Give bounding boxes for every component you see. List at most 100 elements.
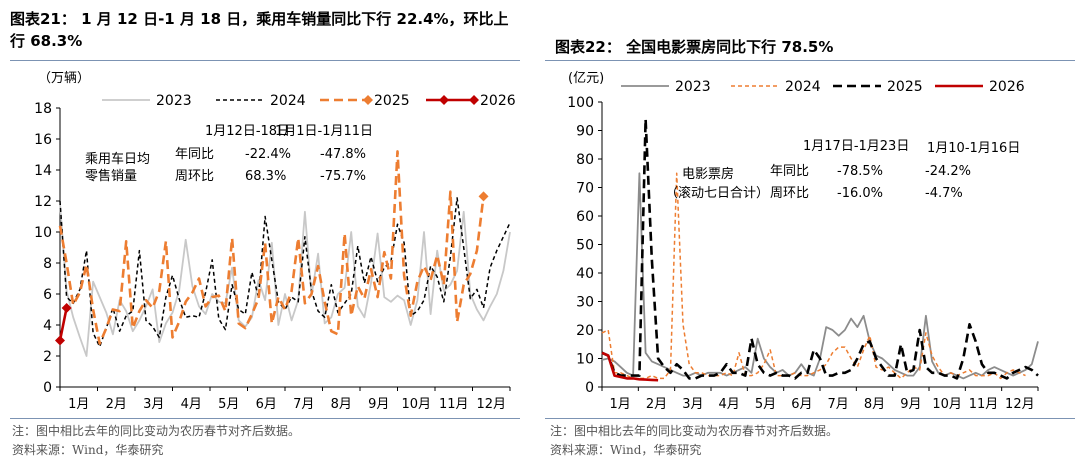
series-marker-2025 (478, 191, 489, 202)
series-line-2023 (59, 204, 511, 357)
y-tick-label: 12 (34, 194, 52, 210)
y-tick-label: 2 (43, 349, 52, 365)
x-tick-label: 11月 (439, 397, 469, 412)
annotation-text: 68.3% (245, 169, 286, 184)
series-marker-2026 (55, 335, 65, 346)
y-tick-label: 6 (43, 287, 52, 303)
annotation-text: -47.8% (320, 147, 366, 162)
x-tick-label: 7月 (293, 397, 314, 412)
y-tick-label: 50 (576, 238, 594, 254)
x-tick-label: 3月 (143, 397, 164, 412)
x-tick-label: 6月 (791, 397, 812, 412)
annotation-text: 1月10-1月16日 (927, 141, 1020, 156)
series-line-2024 (601, 172, 1026, 380)
x-tick-label: 11月 (969, 397, 999, 412)
left-chart-title: 图表21： 1 月 12 日-1 月 18 日，乘用车销量同比下行 22.4%，… (10, 10, 509, 50)
annotation-text: -22.4% (245, 147, 291, 162)
x-tick-label: 3月 (682, 397, 703, 412)
y-tick-label: 100 (567, 95, 594, 111)
annotation-text: 年同比 (770, 164, 809, 179)
annotation-text: -24.2% (925, 164, 971, 179)
title-rule (10, 60, 520, 61)
x-tick-label: 5月 (218, 397, 239, 412)
x-tick-label: 2月 (106, 397, 127, 412)
annotation-text: 电影票房 (682, 166, 734, 182)
footer-rule (545, 418, 1075, 419)
legend-marker-2026 (439, 95, 449, 105)
x-tick-label: 10月 (932, 397, 962, 412)
y-tick-label: 18 (34, 101, 52, 117)
legend-marker-2025 (363, 95, 373, 105)
y-tick-label: 0 (43, 380, 52, 396)
x-tick-label: 4月 (719, 397, 740, 412)
annotation-text: -4.7% (925, 186, 963, 201)
left-chart-panel: 图表21： 1 月 12 日-1 月 18 日，乘用车销量同比下行 22.4%，… (0, 0, 530, 461)
annotation-text: （滚动七日合计） (665, 185, 769, 201)
x-tick-label: 8月 (331, 397, 352, 412)
legend-label-2024: 2024 (785, 79, 821, 95)
y-tick-label: 30 (576, 295, 594, 311)
x-tick-label: 9月 (368, 397, 389, 412)
legend-label-2023: 2023 (156, 93, 192, 109)
legend-label-2026: 2026 (480, 93, 516, 109)
y-tick-label: 14 (34, 163, 52, 179)
annotation-text: 1月12日-18日 (205, 124, 290, 139)
x-tick-label: 9月 (900, 397, 921, 412)
footer-rule (10, 418, 520, 419)
y-tick-label: 80 (576, 152, 594, 168)
x-tick-label: 1月 (68, 397, 89, 412)
source-note: 资料来源：Wind，华泰研究 (550, 443, 702, 457)
y-tick-label: 0 (585, 380, 594, 396)
x-tick-label: 12月 (1005, 397, 1035, 412)
series-line-2025 (58, 150, 485, 345)
legend-label-2026: 2026 (989, 79, 1025, 95)
x-tick-label: 5月 (755, 397, 776, 412)
legend-label-2023: 2023 (675, 79, 711, 95)
series-line-2026 (58, 307, 68, 341)
y-tick-label: 90 (576, 124, 594, 140)
annotation-text: 1月17日-1月23日 (803, 139, 909, 154)
y-axis-label: (亿元) (568, 71, 604, 86)
annotation-text: 年同比 (175, 147, 214, 162)
x-tick-label: 10月 (401, 397, 431, 412)
series-marker-2026 (61, 302, 72, 313)
legend-marker-2026 (469, 95, 479, 105)
footnote: 注：图中相比去年的同比变动为农历春节对齐后数据。 (550, 424, 839, 438)
x-tick-label: 4月 (181, 397, 202, 412)
x-tick-label: 2月 (646, 397, 667, 412)
footnote: 注：图中相比去年的同比变动为农历春节对齐后数据。 (12, 424, 301, 438)
y-tick-label: 4 (43, 318, 52, 334)
annotation-text: 周环比 (770, 186, 809, 201)
source-note: 资料来源：Wind，华泰研究 (12, 443, 164, 457)
annotation-text: 零售销量 (85, 168, 137, 184)
x-tick-label: 12月 (476, 397, 506, 412)
x-tick-label: 7月 (828, 397, 849, 412)
annotation-text: -16.0% (837, 186, 883, 201)
y-tick-label: 70 (576, 181, 594, 197)
car-sales-chart: 0 2 4 6 8 10 12 14 16 18 （万辆） 1月 2月 3月 4月 5月 6月 7月 8月 9月 10月… (34, 71, 516, 412)
annotation-text: 周环比 (175, 169, 214, 184)
y-tick-label: 16 (34, 132, 52, 148)
x-tick-label: 6月 (256, 397, 277, 412)
series-line-2023 (601, 172, 1039, 380)
annotation-text: -78.5% (837, 164, 883, 179)
y-tick-label: 20 (576, 323, 594, 339)
right-chart-panel: 图表22： 全国电影票房同比下行 78.5% 0 10 20 30 40 50 60 70 80… (545, 0, 1080, 461)
x-tick-label: 1月 (610, 397, 631, 412)
series-line-2024 (59, 197, 511, 348)
y-tick-label: 8 (43, 256, 52, 272)
y-tick-label: 10 (34, 225, 52, 241)
legend-label-2025: 2025 (374, 93, 410, 109)
legend-label-2025: 2025 (887, 79, 923, 95)
title-rule (545, 60, 1075, 61)
annotation-text: -75.7% (320, 169, 366, 184)
legend-label-2024: 2024 (270, 93, 306, 109)
y-axis-label: （万辆） (38, 71, 90, 86)
y-tick-label: 40 (576, 266, 594, 282)
series-line-2026 (601, 351, 659, 382)
x-tick-label: 8月 (864, 397, 885, 412)
annotation-text: 乘用车日均 (85, 151, 150, 167)
series-line-2025 (601, 117, 1039, 380)
right-chart-title: 图表22： 全国电影票房同比下行 78.5% (555, 38, 834, 56)
box-office-chart: 0 10 20 30 40 50 60 70 80 90 100 (亿元) 1月 2月 3月 4月 5月 6月 7月… (567, 71, 1039, 412)
